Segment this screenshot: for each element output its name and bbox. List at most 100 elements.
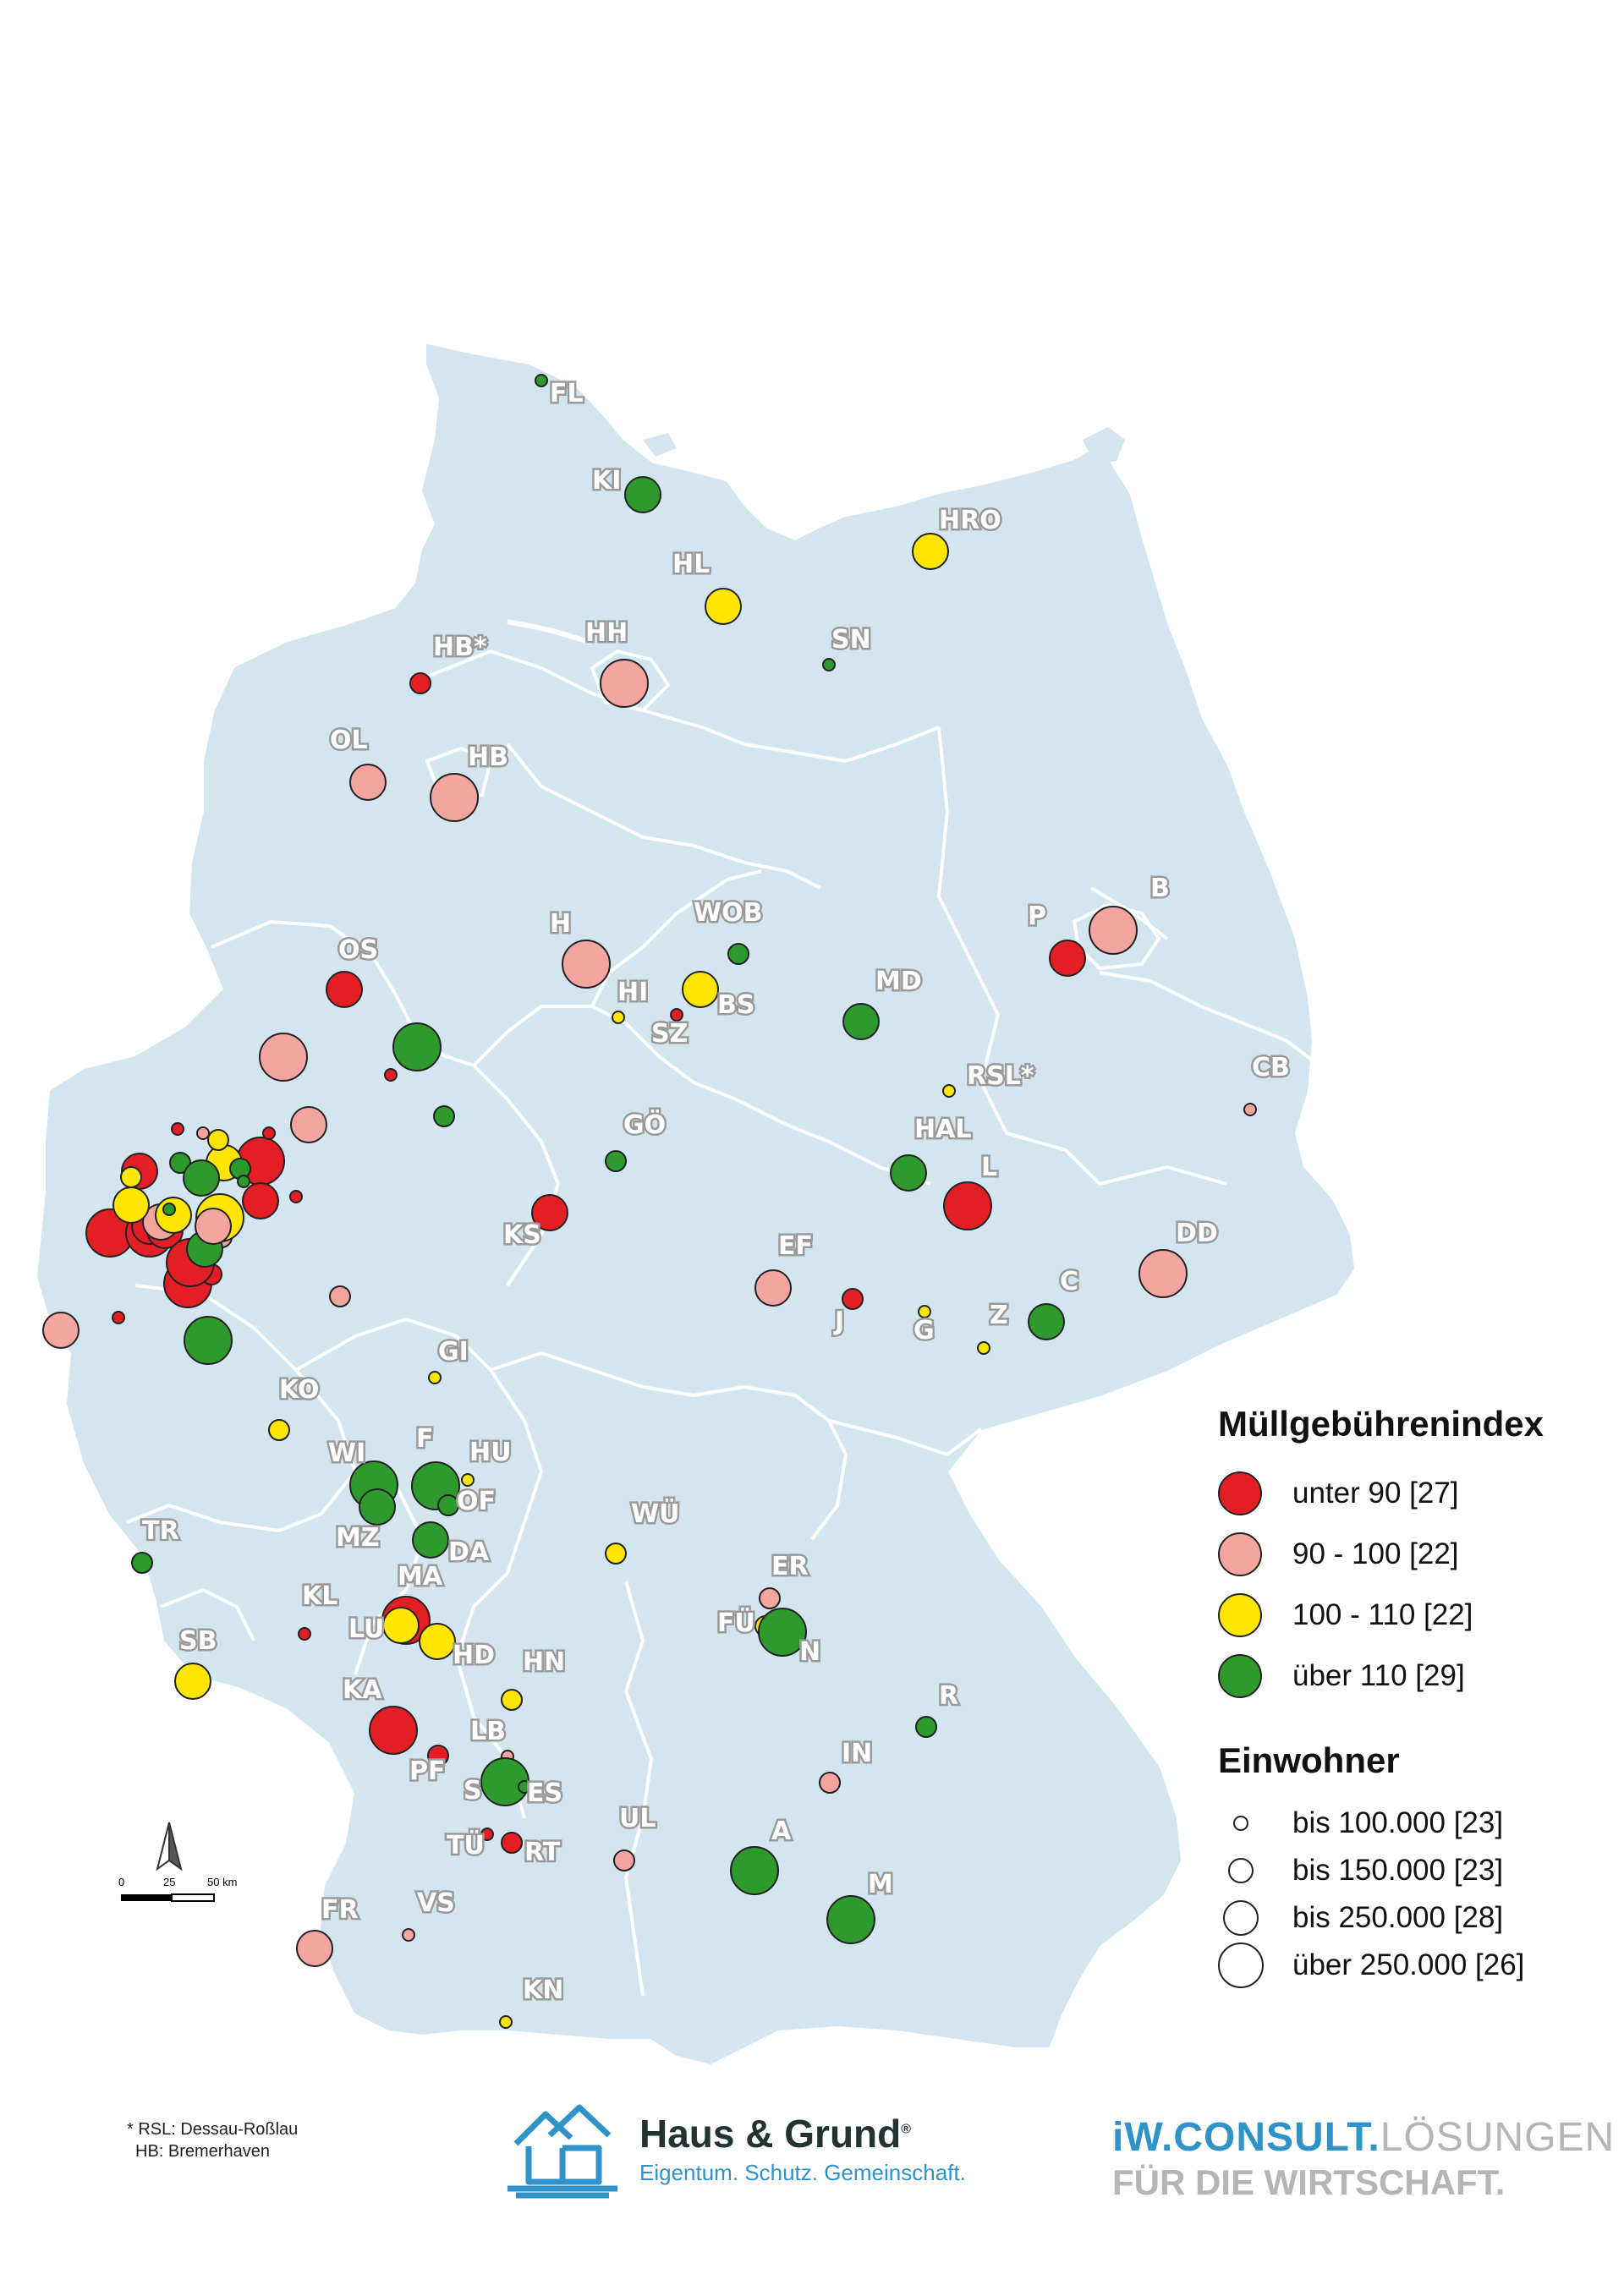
city-label-es: ES — [527, 1778, 562, 1808]
city-marker-hh — [600, 659, 649, 708]
scale-label-25: 25 — [163, 1876, 175, 1888]
iw-loesungen: LÖSUNGEN — [1380, 2115, 1616, 2160]
city-label-sz: SZ — [651, 1019, 688, 1049]
legend-swatch-pink — [1218, 1532, 1262, 1576]
city-label-wob: WOB — [694, 898, 762, 928]
legend-label-pink: 90 - 100 [22] — [1292, 1537, 1459, 1570]
city-marker-fr — [296, 1930, 333, 1967]
city-marker-j — [842, 1288, 864, 1310]
ruhr-marker-9 — [112, 1311, 125, 1324]
city-label-hro: HRO — [939, 506, 1001, 535]
city-label-of: OF — [457, 1487, 496, 1516]
ruhr-marker-22 — [112, 1186, 150, 1224]
city-marker-ol — [349, 764, 387, 801]
city-label-ul: UL — [619, 1804, 656, 1833]
haus-und-grund-logo: Haus & Grund® Eigentum. Schutz. Gemeinsc… — [499, 2097, 966, 2199]
city-marker-l — [943, 1181, 992, 1230]
hamburg-border — [590, 649, 671, 713]
size-ring-3 — [1223, 1900, 1259, 1936]
city-marker-gi — [428, 1371, 442, 1384]
city-label-fü: FÜ — [717, 1607, 755, 1638]
city-marker-n — [758, 1608, 807, 1657]
city-label-g: G — [914, 1316, 935, 1345]
city-marker-ka — [369, 1706, 418, 1755]
city-marker-of — [437, 1494, 459, 1516]
city-marker-ef — [754, 1269, 792, 1307]
city-label-ko: KO — [279, 1375, 319, 1405]
city-marker-mz — [359, 1488, 396, 1526]
ruhr-marker-12 — [289, 1190, 303, 1203]
city-label-sn: SN — [831, 625, 871, 655]
city-label-ka: KA — [343, 1675, 382, 1705]
ruhr-marker-7 — [242, 1182, 279, 1219]
city-marker-in — [819, 1772, 841, 1794]
city-marker-hu — [461, 1473, 475, 1487]
legend-item-green: über 110 [29] — [1218, 1646, 1607, 1707]
city-marker-tü — [480, 1827, 494, 1841]
city-marker-g — [918, 1305, 931, 1318]
city-label-n: N — [799, 1637, 820, 1667]
city-label-os: OS — [338, 935, 378, 965]
city-marker-p — [1049, 940, 1086, 977]
city-marker-ki — [624, 476, 661, 513]
north-arrow — [156, 1822, 183, 1871]
city-label-fr: FR — [321, 1895, 359, 1925]
city-label-hb: HB — [468, 743, 508, 772]
city-marker-tr — [131, 1552, 153, 1574]
ruhr-marker-16 — [290, 1106, 327, 1143]
city-label-j: J — [833, 1307, 844, 1336]
legend-pop-title: Einwohner — [1218, 1740, 1400, 1780]
ruhr-marker-29 — [169, 1152, 191, 1174]
legend-swatch-green — [1218, 1654, 1262, 1698]
city-marker-hn — [501, 1689, 523, 1711]
city-label-m: M — [868, 1870, 893, 1899]
city-label-p: P — [1028, 901, 1046, 931]
city-label-dd: DD — [1176, 1219, 1218, 1248]
city-marker-sz — [670, 1008, 683, 1022]
ruhr-marker-35 — [433, 1105, 455, 1127]
city-marker-hb — [430, 773, 479, 822]
city-label-gi: GI — [438, 1337, 469, 1367]
city-marker-hb-star — [409, 672, 431, 694]
city-marker-z — [977, 1341, 990, 1355]
city-label-gö: GÖ — [623, 1109, 666, 1140]
city-label-fl: FL — [550, 379, 584, 408]
city-marker-hi — [612, 1011, 625, 1024]
ruhr-marker-27 — [120, 1166, 142, 1188]
legend-index-title: Müllgebührenindex — [1218, 1404, 1544, 1444]
iw-consult-name: iW.CONSULT. — [1112, 2115, 1380, 2160]
city-label-ma: MA — [398, 1562, 443, 1592]
city-label-hb-star: HB* — [433, 633, 487, 662]
city-marker-ul — [613, 1849, 635, 1871]
state-borders — [126, 649, 1321, 1997]
city-label-ks: KS — [503, 1220, 541, 1250]
city-label-hi: HI — [617, 978, 648, 1007]
ruhr-marker-36 — [184, 1316, 233, 1365]
city-label-in: IN — [842, 1739, 872, 1768]
ruhr-marker-20 — [329, 1285, 351, 1307]
city-marker-os — [326, 971, 363, 1008]
ruhr-marker-38 — [195, 1208, 232, 1245]
legend-swatch-yellow — [1218, 1593, 1262, 1637]
ruhr-marker-34 — [392, 1022, 442, 1071]
city-marker-hal — [890, 1154, 927, 1192]
ruhr-marker-15 — [259, 1033, 308, 1082]
city-marker-kn — [499, 2015, 513, 2029]
city-marker-r — [915, 1716, 937, 1738]
city-marker-hro — [912, 533, 949, 570]
legend-size-2: bis 150.000 [23] — [1218, 1847, 1607, 1894]
city-marker-wü — [605, 1543, 627, 1564]
iw-wirtschaft: FÜR DIE WIRTSCHAFT. — [1112, 2162, 1506, 2202]
ruhr-marker-19 — [196, 1126, 210, 1140]
legend-size-3: bis 250.000 [28] — [1218, 1894, 1607, 1942]
hausgrund-title: Haus & Grund — [639, 2111, 902, 2156]
ruhr-marker-10 — [171, 1122, 184, 1136]
city-marker-cb — [1243, 1103, 1257, 1116]
city-label-pf: PF — [409, 1756, 445, 1786]
ruhr-marker-26 — [207, 1129, 229, 1151]
legend-item-pink: 90 - 100 [22] — [1218, 1524, 1607, 1585]
city-marker-sb — [174, 1663, 211, 1700]
city-marker-h — [562, 940, 611, 989]
city-label-rt: RT — [524, 1838, 561, 1867]
house-icon — [508, 2104, 617, 2199]
